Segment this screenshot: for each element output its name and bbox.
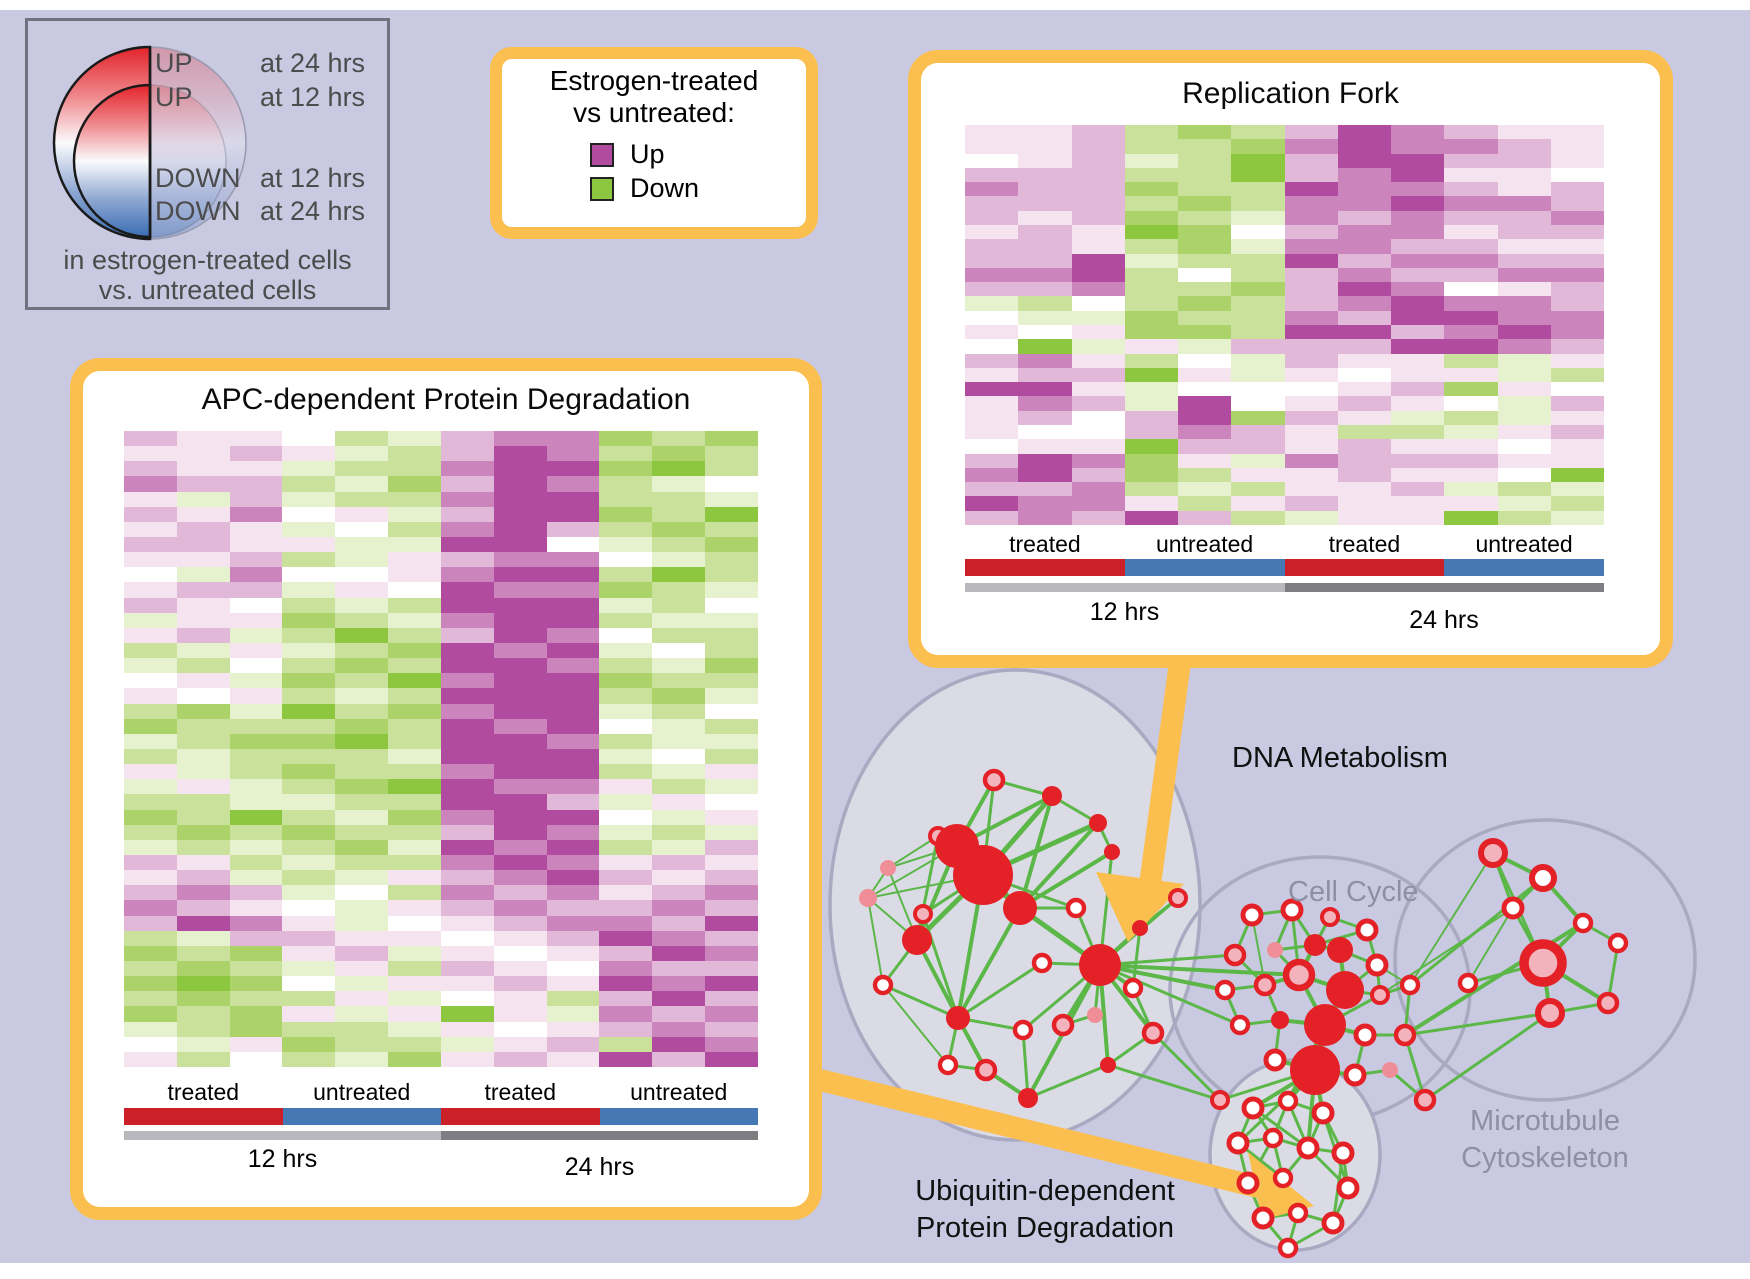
ring-footer-line1: in estrogen-treated cells bbox=[63, 245, 352, 275]
rf-bar-treated-12 bbox=[965, 559, 1125, 576]
expression-ring-legend: UP at 24 hrs UP at 12 hrs DOWN at 12 hrs… bbox=[25, 18, 390, 310]
rf-group-untreated-12: untreated bbox=[1156, 531, 1254, 557]
apc-group-treated-12: treated bbox=[167, 1079, 240, 1105]
apc-time-24: 24 hrs bbox=[564, 1153, 635, 1181]
cluster-label-4: Ubiquitin-dependent bbox=[915, 1175, 1175, 1207]
ring-time-24-down: at 24 hrs bbox=[260, 196, 366, 226]
down-label: Down bbox=[630, 173, 700, 203]
apc-group-untreated-12: untreated bbox=[313, 1079, 411, 1105]
apc-group-untreated-24: untreated bbox=[630, 1079, 728, 1105]
rf-group-untreated-24: untreated bbox=[1475, 531, 1573, 557]
replication-fork-title: Replication Fork bbox=[1182, 77, 1399, 110]
apc-title: APC-dependent Protein Degradation bbox=[201, 383, 691, 416]
cluster-label-5: Protein Degradation bbox=[916, 1212, 1174, 1244]
down-swatch bbox=[590, 176, 614, 201]
apc-bar-untreated-24 bbox=[599, 1108, 758, 1125]
up-label: Up bbox=[630, 139, 665, 169]
ring-label-down-inner: DOWN bbox=[155, 163, 241, 193]
apc-bar-treated-24 bbox=[441, 1108, 600, 1125]
apc-timebar-12 bbox=[124, 1131, 441, 1140]
cluster-label-3: Cytoskeleton bbox=[1461, 1142, 1629, 1174]
up-swatch bbox=[590, 142, 614, 167]
ring-time-12-up: at 12 hrs bbox=[260, 82, 366, 112]
rf-group-treated-24: treated bbox=[1328, 531, 1401, 557]
ring-time-24-up: at 24 hrs bbox=[260, 48, 366, 78]
apc-group-treated-24: treated bbox=[484, 1079, 557, 1105]
ring-label-up-outer: UP bbox=[155, 48, 193, 78]
cluster-label-1: Cell Cycle bbox=[1288, 876, 1419, 908]
replication-fork-heatmap bbox=[965, 125, 1604, 525]
ring-label-up-inner: UP bbox=[155, 82, 193, 112]
rf-timebar-24 bbox=[1284, 583, 1604, 592]
rf-timebar-12 bbox=[965, 583, 1285, 592]
updown-color-legend: Estrogen-treated vs untreated: Up Down bbox=[490, 47, 818, 239]
apc-panel: APC-dependent Protein Degradation treate… bbox=[70, 358, 822, 1220]
apc-heatmap bbox=[124, 431, 758, 1067]
ring-footer-line2: vs. untreated cells bbox=[98, 275, 317, 305]
rf-bar-untreated-12 bbox=[1124, 559, 1285, 576]
cluster-label-2: Microtubule bbox=[1470, 1105, 1620, 1137]
rf-group-treated-12: treated bbox=[1009, 531, 1081, 557]
ring-time-12-down: at 12 hrs bbox=[260, 163, 366, 193]
updown-legend-title-line2: vs untreated: bbox=[573, 97, 735, 128]
rf-time-12: 12 hrs bbox=[1089, 598, 1160, 626]
rf-bar-treated-24 bbox=[1284, 559, 1445, 576]
cluster-label-0: DNA Metabolism bbox=[1232, 742, 1448, 774]
red-blue-ring-icon bbox=[50, 44, 250, 244]
rf-time-24: 24 hrs bbox=[1409, 606, 1479, 634]
rf-bar-untreated-24 bbox=[1444, 559, 1604, 576]
apc-bar-untreated-12 bbox=[282, 1108, 441, 1125]
apc-time-12: 12 hrs bbox=[247, 1145, 318, 1173]
apc-timebar-24 bbox=[441, 1131, 758, 1140]
updown-legend-title-line1: Estrogen-treated bbox=[549, 65, 759, 96]
apc-bar-treated-12 bbox=[124, 1108, 283, 1125]
ring-label-down-outer: DOWN bbox=[155, 196, 241, 226]
replication-fork-panel: Replication Fork treated untreated treat… bbox=[908, 50, 1673, 668]
